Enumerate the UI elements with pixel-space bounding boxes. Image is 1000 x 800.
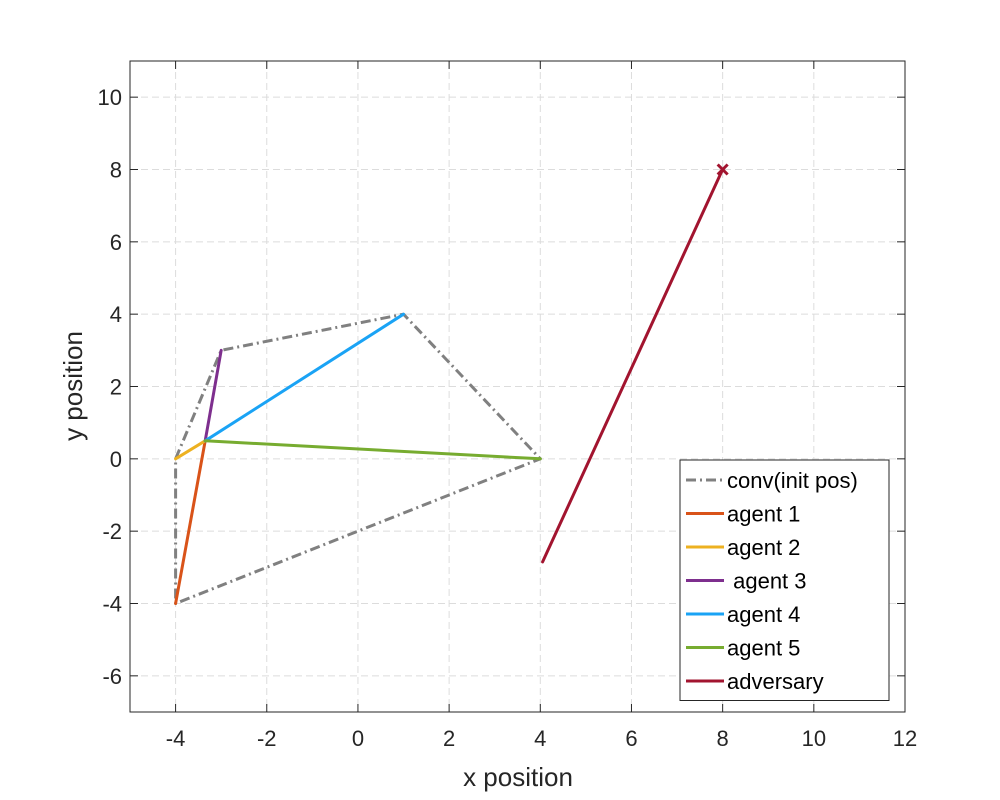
x-tick-label: 2 — [443, 726, 455, 751]
x-tick-label: 12 — [893, 726, 917, 751]
series-line-1 — [174, 439, 207, 605]
legend: conv(init pos) agent 1 agent 2 agent 3 agen… — [679, 459, 890, 701]
series-line-4 — [203, 312, 405, 443]
x-tick-label: 4 — [534, 726, 546, 751]
series-line-5 — [203, 439, 542, 461]
series-line-3 — [203, 348, 223, 443]
legend-label: adversary — [727, 669, 824, 694]
y-tick-label: 2 — [110, 375, 122, 400]
legend-label: agent 5 — [727, 636, 800, 661]
x-tick-label: 6 — [625, 726, 637, 751]
y-tick-label: 8 — [110, 158, 122, 183]
x-tick-label: 0 — [352, 726, 364, 751]
plot-area: -4 -2 0 2 4 6 8 10 12 -6 -4 -2 0 2 4 6 8 10 conv(init pos)… — [98, 60, 917, 751]
x-axis-label: x position — [463, 762, 573, 792]
series-line-2 — [174, 439, 207, 461]
y-tick-label: 10 — [98, 85, 122, 110]
legend-label: agent 4 — [727, 602, 800, 627]
adversary-end-marker — [716, 163, 729, 176]
legend-label: conv(init pos) — [727, 468, 858, 493]
y-tick-label: 6 — [110, 230, 122, 255]
series-line-0 — [174, 312, 542, 605]
x-tick-label: 10 — [802, 726, 826, 751]
y-tick-label: -4 — [102, 592, 122, 617]
legend-label: agent 1 — [727, 502, 800, 527]
y-tick-label: 4 — [110, 302, 122, 327]
x-tick-label: -2 — [257, 726, 277, 751]
y-tick-label: -6 — [102, 664, 122, 689]
x-tick-label: 8 — [717, 726, 729, 751]
x-tick-label: -4 — [166, 726, 186, 751]
y-tick-label: 0 — [110, 447, 122, 472]
y-tick-label: -2 — [102, 519, 122, 544]
legend-label: agent 3 — [727, 569, 807, 594]
series-line-6 — [541, 168, 725, 564]
legend-label: agent 2 — [727, 535, 800, 560]
y-axis-label: y position — [58, 331, 88, 441]
